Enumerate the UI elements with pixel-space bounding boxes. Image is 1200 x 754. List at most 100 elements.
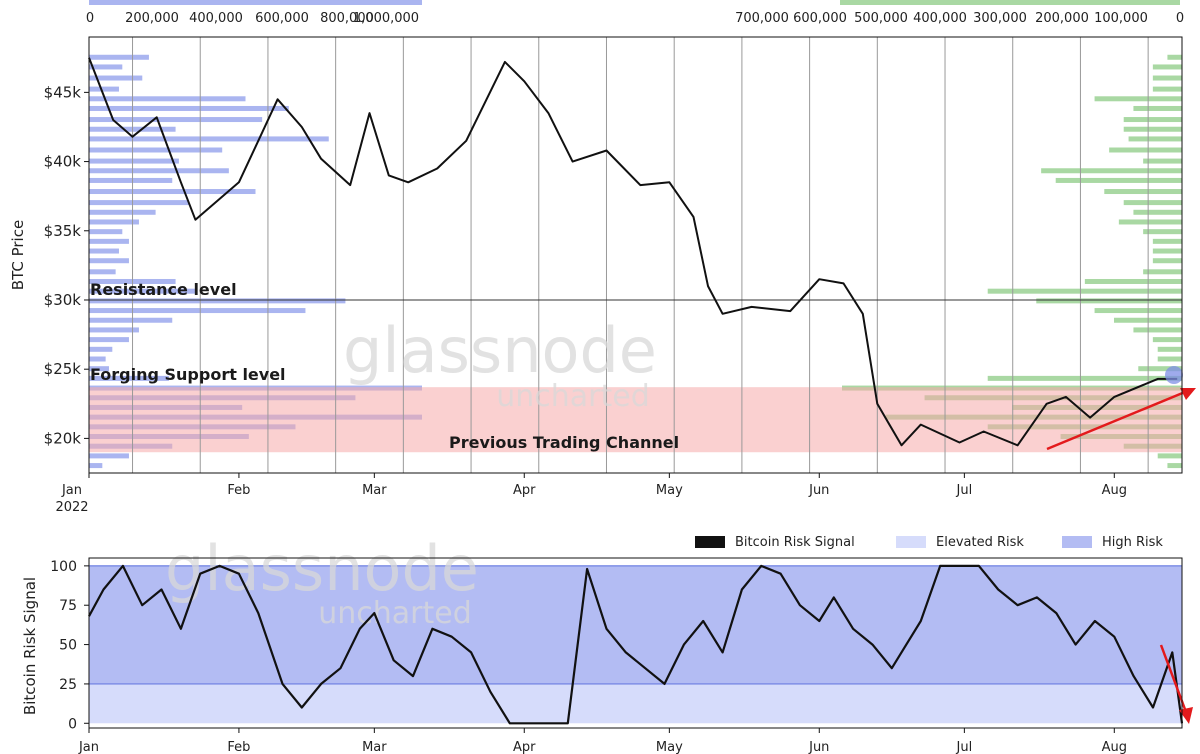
legend-swatch-signal (695, 536, 725, 548)
right-volume-bar (1167, 54, 1182, 60)
price-y-axis: $20k $25k $30k $35k $40k $45k (44, 83, 89, 447)
risk-ylabel: Bitcoin Risk Signal (21, 577, 39, 715)
left-volume-bar (89, 356, 106, 362)
risk-xtick-label: Jan (78, 740, 99, 754)
price-watermark: glassnode uncharted (343, 314, 657, 414)
risk-xtick-label: Jun (808, 740, 829, 754)
risk-panel: glassnode uncharted 0 25 50 75 100 Jan Feb Mar… (21, 532, 1193, 754)
risk-ytick-label: 50 (59, 638, 77, 654)
price-ytick-label: $20k (44, 429, 82, 447)
right-volume-bar (1094, 96, 1182, 102)
legend-label-high: High Risk (1102, 535, 1163, 550)
channel-label: Previous Trading Channel (449, 433, 679, 452)
price-x-axis: Jan Feb Mar Apr May Jun Jul Aug (61, 473, 1127, 498)
left-volume-bar (89, 229, 123, 235)
price-xtick-label: Jul (956, 483, 973, 498)
left-volume-bar (89, 54, 149, 60)
price-xtick-label: Mar (362, 483, 387, 498)
risk-ytick-label: 0 (68, 716, 77, 732)
right-volume-tick-label: 500,000 (854, 11, 908, 26)
left-volume-bar (89, 147, 223, 153)
price-frame (88, 36, 1183, 474)
price-ytick-label: $40k (44, 153, 82, 171)
left-volume-bar (89, 298, 346, 304)
risk-y-axis: 0 25 50 75 100 (50, 559, 89, 732)
left-volume-bar (89, 189, 256, 195)
right-volume-bar (1157, 346, 1182, 352)
left-volume-bar (89, 308, 306, 314)
right-volume-axis-bar (840, 0, 1180, 5)
right-volume-bar (1167, 463, 1182, 469)
price-xtick-label: Jun (808, 483, 829, 498)
risk-watermark-sub: uncharted (318, 596, 472, 631)
left-volume-bar (89, 64, 123, 70)
uptrend-arrowhead (1180, 388, 1196, 400)
legend-label-signal: Bitcoin Risk Signal (735, 535, 855, 550)
left-volume-tick-label: 200,000 (125, 11, 179, 26)
left-volume-tick-label: 0 (86, 11, 94, 26)
right-volume-tick-label: 400,000 (913, 11, 967, 26)
right-volume-bar (1138, 366, 1182, 372)
left-volume-bar (89, 209, 156, 215)
left-volume-bar (89, 375, 169, 381)
right-volume-tick-label: 300,000 (973, 11, 1027, 26)
risk-x-axis: Jan Feb Mar Apr May Jun Jul Aug (78, 728, 1127, 754)
left-volume-bar (89, 219, 139, 225)
right-volume-bar (1123, 200, 1182, 206)
risk-watermark: glassnode uncharted (165, 532, 479, 631)
latest-price-marker (1165, 366, 1183, 384)
left-volume-bar (89, 86, 119, 92)
legend-label-elevated: Elevated Risk (936, 535, 1024, 550)
left-volume-bar (89, 168, 229, 174)
price-xtick-label: Aug (1102, 483, 1127, 498)
left-volume-bar (89, 258, 129, 264)
right-volume-bar (1094, 308, 1182, 314)
right-volume-bar (1152, 337, 1182, 343)
right-volume-bar (1152, 86, 1182, 92)
left-volume-bar (89, 117, 263, 123)
right-volume-bar (1055, 177, 1182, 183)
left-volume-tick-label: 600,000 (255, 11, 309, 26)
right-volume-bar (1152, 238, 1182, 244)
right-volume-bar (1152, 75, 1182, 81)
left-volume-bar (89, 317, 173, 323)
left-volume-axis-bar (89, 0, 422, 5)
risk-xtick-label: Jul (956, 740, 973, 754)
price-ytick-label: $45k (44, 83, 82, 101)
right-volume-bar (1133, 209, 1182, 215)
right-volume-bar (1133, 105, 1182, 111)
price-ytick-label: $30k (44, 291, 82, 309)
support-label: Forging Support level (90, 365, 286, 384)
price-ytick-label: $25k (44, 360, 82, 378)
left-volume-bar (89, 238, 129, 244)
left-volume-bar (89, 200, 189, 206)
price-panel: glassnode uncharted Resistance level For… (9, 0, 1196, 515)
left-volume-bar (89, 453, 129, 459)
risk-xtick-label: Feb (227, 740, 250, 754)
left-volume-bar (89, 96, 246, 102)
risk-signal-line (88, 564, 1184, 725)
right-volume-bar (1118, 219, 1182, 225)
legend-swatch-high (1062, 536, 1092, 548)
left-volume-bar (89, 269, 116, 275)
right-volume-bar (987, 288, 1182, 294)
right-volume-bar (1152, 248, 1182, 254)
price-xtick-label: Jan (61, 483, 82, 498)
left-volume-bar (89, 136, 329, 142)
price-ylabel: BTC Price (9, 220, 27, 290)
trading-channel-band (89, 387, 1182, 453)
left-volume-bar (89, 337, 129, 343)
resistance-label: Resistance level (90, 280, 237, 299)
right-volume-tick-label: 700,000 (735, 11, 789, 26)
price-xtick-label: Apr (513, 483, 536, 498)
right-volume-axis: 700,000 600,000 500,000 400,000 300,000 200,0… (735, 11, 1184, 26)
right-volume-bar (1123, 117, 1182, 123)
risk-legend: Bitcoin Risk Signal Elevated Risk High R… (695, 535, 1163, 550)
right-volume-bar (1157, 356, 1182, 362)
right-volume-tick-label: 600,000 (793, 11, 847, 26)
watermark-sub: uncharted (496, 379, 650, 414)
risk-frame (88, 557, 1183, 729)
price-xtick-label: Feb (227, 483, 250, 498)
left-volume-tick-label: 1,000,000 (353, 11, 419, 26)
